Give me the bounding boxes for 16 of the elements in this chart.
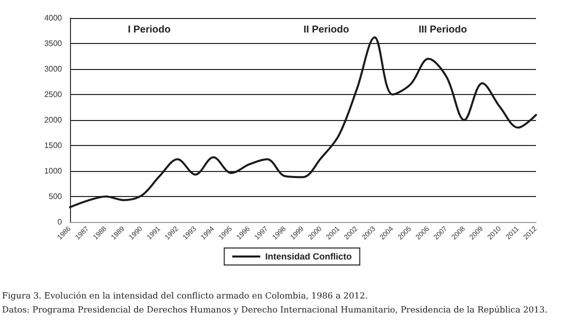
y-tick-label: 0 (58, 218, 63, 226)
legend-label: Intensidad Conflicto (265, 252, 352, 262)
y-tick-label: 3000 (44, 64, 63, 74)
annotation: III Periodo (418, 24, 467, 36)
y-tick-label: 4000 (44, 14, 63, 22)
annotation: II Periodo (304, 24, 350, 36)
y-tick-label: 2500 (44, 90, 63, 99)
y-tick-label: 1000 (44, 166, 63, 176)
y-tick-label: 500 (48, 192, 63, 201)
y-tick-label: 3500 (44, 39, 63, 48)
text: Figura 3. Evolución en la intensidad del conflicto armado en Colombia, 1986 a 2012. (2, 292, 368, 302)
annotation: I Periodo (128, 24, 171, 36)
text: Datos: Programa Presidencial de Derechos Humanos y Derecho Internacional Humanitario, Presidencia de la República 2013. (2, 306, 548, 316)
y-tick-label: 2000 (44, 116, 63, 124)
y-tick-label: 1500 (44, 141, 63, 150)
line-series (69, 36, 537, 208)
